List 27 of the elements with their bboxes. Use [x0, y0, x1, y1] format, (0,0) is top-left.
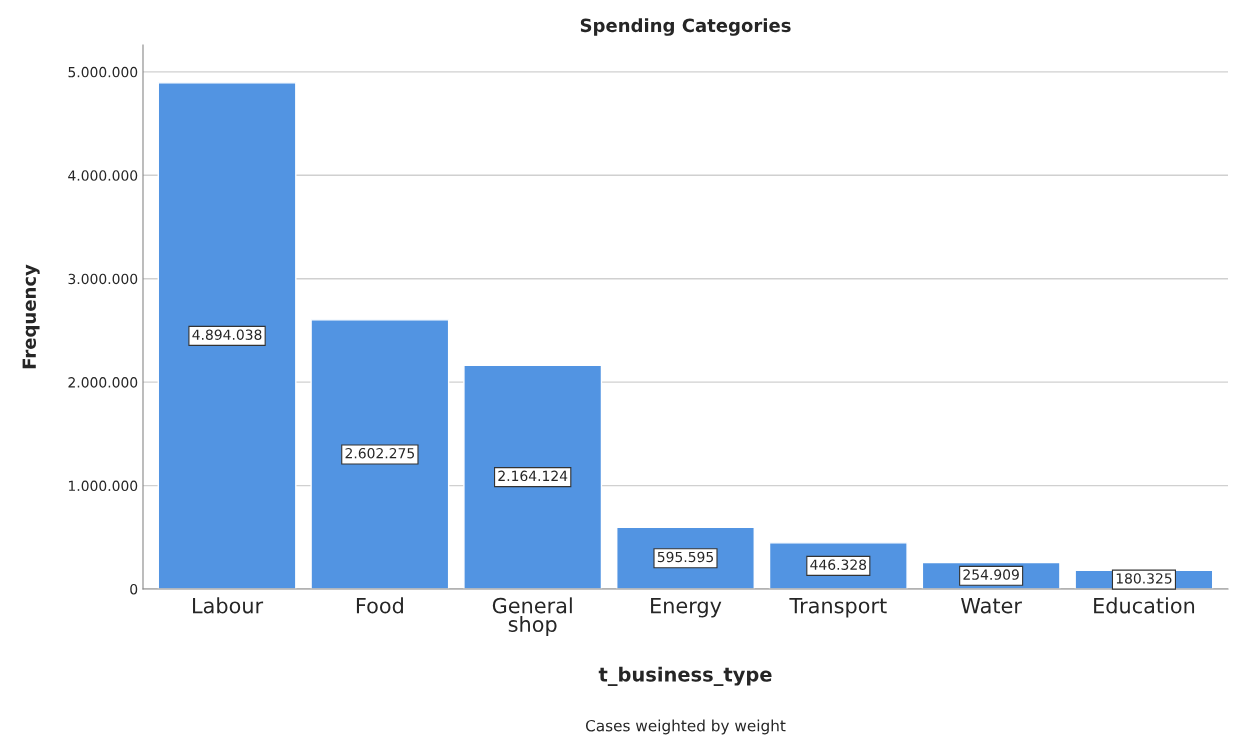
y-tick-label: 3.000.000 — [68, 273, 138, 285]
bar — [463, 364, 603, 589]
y-tick-label: 5.000.000 — [68, 66, 138, 78]
x-tick-label: Transport — [789, 597, 887, 618]
x-tick-label: Energy — [651, 597, 722, 618]
data-label: 2.602.275 — [345, 447, 414, 459]
x-axis-title: t_business_type — [598, 666, 772, 686]
data-label: 446.328 — [810, 559, 867, 570]
data-label: 254.909 — [963, 569, 1019, 580]
data-label: 595.595 — [657, 551, 713, 563]
data-label: 180.325 — [1116, 573, 1172, 584]
x-tick-label: Water — [961, 597, 1022, 614]
x-tick-label: Food — [356, 597, 403, 614]
chart-title: Spending Categories — [580, 18, 791, 36]
x-tick-label: Labour — [193, 597, 264, 614]
x-tick-label: Education — [1094, 597, 1195, 614]
bar — [157, 82, 297, 589]
y-tick-label: 0 — [130, 583, 138, 595]
x-tick-label: General shop — [492, 597, 572, 637]
y-tick-label: 2.000.000 — [68, 377, 138, 388]
y-axis-title: Frequency — [22, 264, 40, 369]
y-tick-label: 1.000.000 — [68, 480, 138, 492]
text: Cases weighted by weight — [585, 719, 786, 735]
data-label: 2.164.124 — [498, 470, 568, 482]
data-label: 4.894.038 — [192, 329, 262, 340]
y-tick-label: 4.000.000 — [68, 170, 138, 181]
bar — [310, 319, 450, 589]
